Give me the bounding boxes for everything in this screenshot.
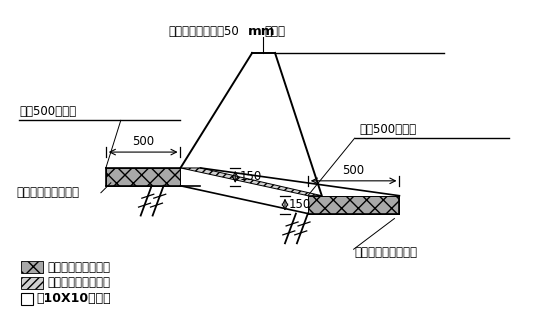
Text: 第一次浇筑平面垫层: 第一次浇筑平面垫层 bbox=[47, 261, 110, 274]
Bar bbox=[21, 261, 43, 273]
Bar bbox=[21, 277, 43, 289]
Text: 150: 150 bbox=[289, 198, 311, 211]
Text: 口10X10的方木: 口10X10的方木 bbox=[36, 292, 111, 305]
Text: 150: 150 bbox=[239, 170, 262, 183]
Text: 500: 500 bbox=[132, 135, 154, 148]
Text: 插上钢筋以固定方木: 插上钢筋以固定方木 bbox=[354, 246, 418, 259]
Bar bbox=[308, 196, 399, 214]
Text: 的圆弧: 的圆弧 bbox=[264, 25, 285, 38]
Text: 阴阳角要控制半径50: 阴阳角要控制半径50 bbox=[169, 25, 239, 38]
Text: mm: mm bbox=[248, 25, 276, 38]
Polygon shape bbox=[180, 168, 322, 196]
Bar bbox=[106, 168, 180, 186]
Text: 插上钢筋以固定方木: 插上钢筋以固定方木 bbox=[16, 186, 80, 199]
Text: 放上500控制线: 放上500控制线 bbox=[19, 105, 76, 118]
Text: 放上500控制线: 放上500控制线 bbox=[360, 123, 417, 136]
Text: 500: 500 bbox=[343, 164, 365, 177]
Bar bbox=[21, 293, 33, 305]
Text: 第二次浇筑斜面垫层: 第二次浇筑斜面垫层 bbox=[47, 276, 110, 289]
